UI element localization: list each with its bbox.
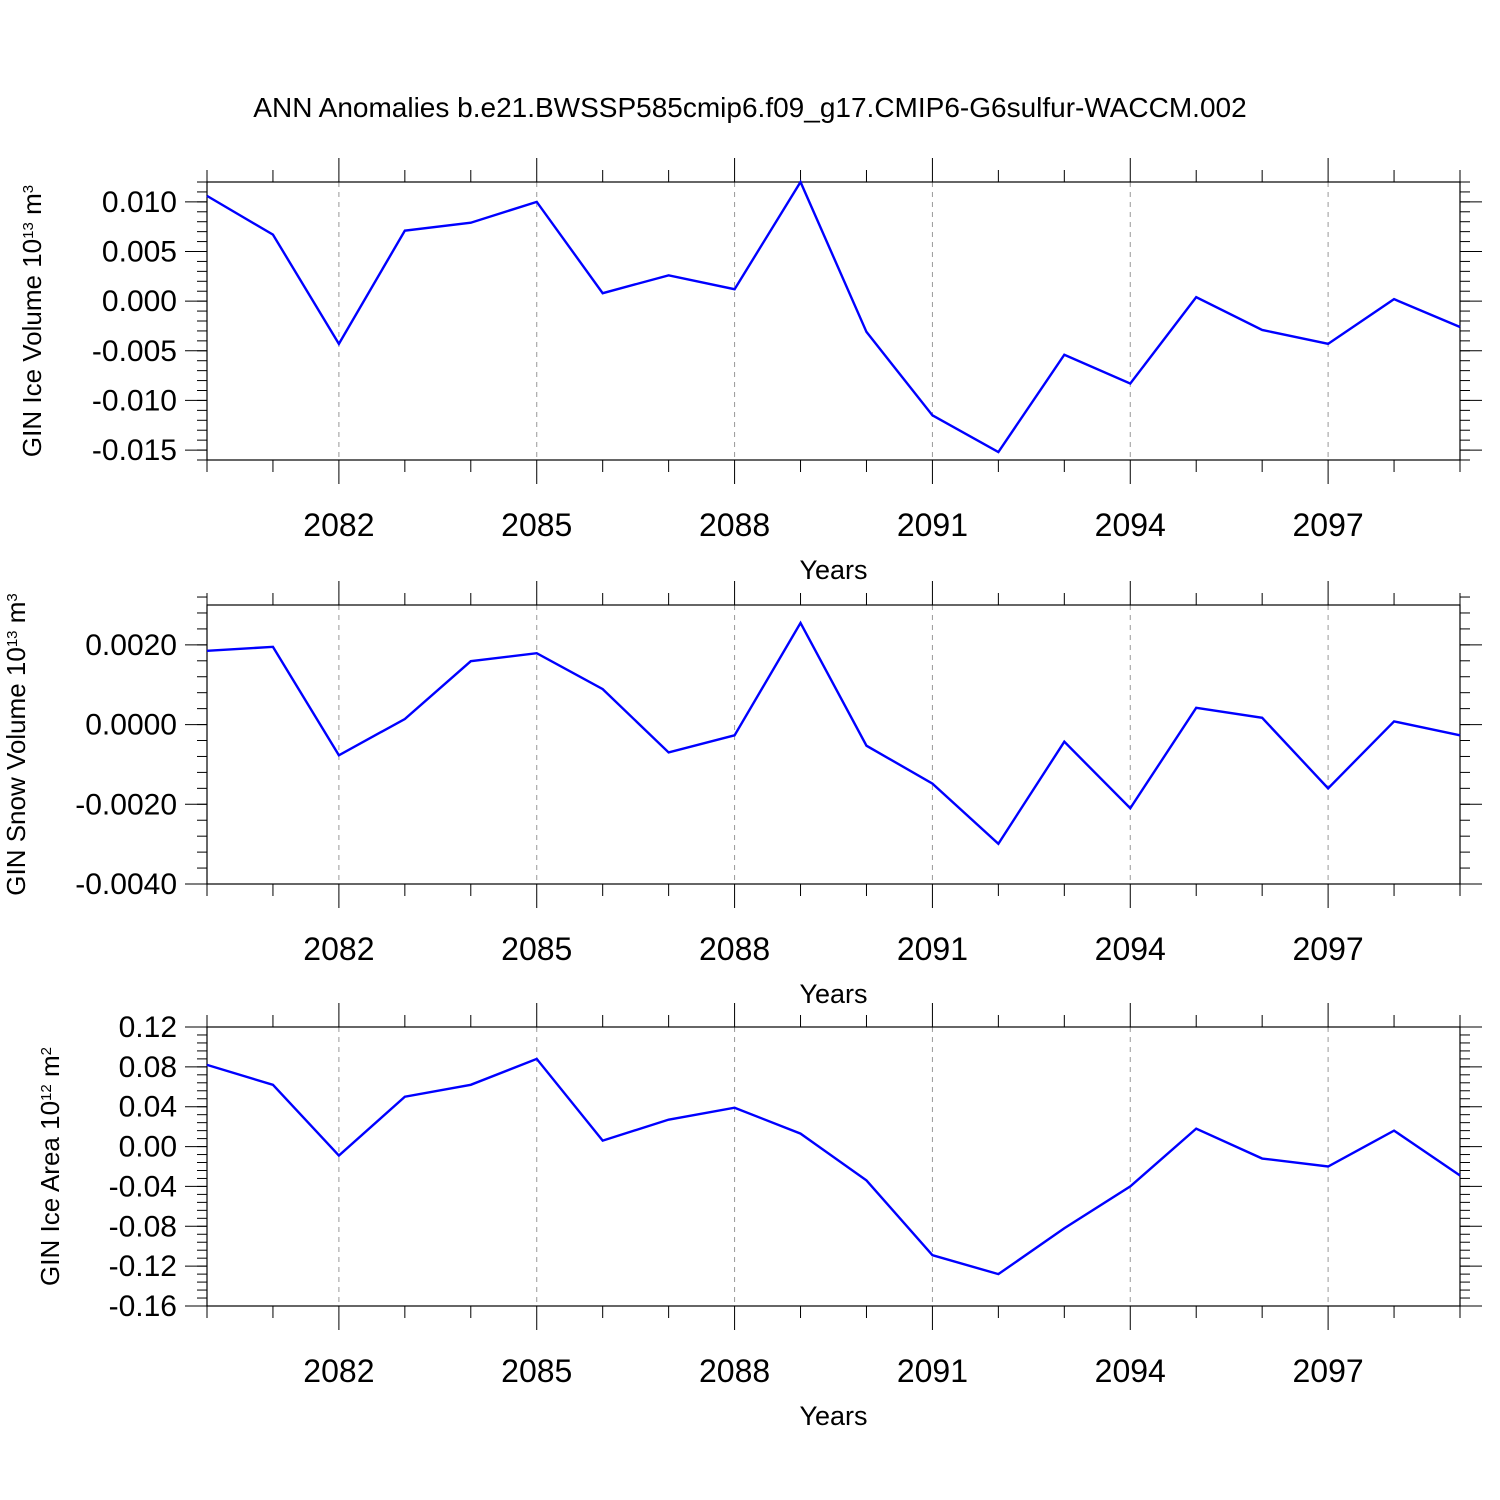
panel3-x-tick-label-4: 2094 — [1095, 1353, 1166, 1389]
panel1-x-tick-label-2: 2088 — [699, 507, 770, 543]
panel3-y-axis-label: GIN Ice Area 1012 m2 — [35, 1047, 65, 1286]
panel3-x-axis-label: Years — [799, 1401, 867, 1431]
panel3-x-tick-label-3: 2091 — [897, 1353, 968, 1389]
panel2-x-tick-label-5: 2097 — [1293, 931, 1364, 967]
panel1-plot-frame — [206, 181, 1461, 461]
panel3-y-tick-label-4: 0.00 — [119, 1131, 177, 1164]
panel2-x-axis-label: Years — [799, 979, 867, 1009]
panel3-x-tick-label-2: 2088 — [699, 1353, 770, 1389]
panel2-x-tick-label-0: 2082 — [303, 931, 374, 967]
panel1-y-axis-label: GIN Ice Volume 1013 m3 — [17, 185, 47, 457]
panel2-x-tick-label-4: 2094 — [1095, 931, 1166, 967]
panel2-x-tick-label-3: 2091 — [897, 931, 968, 967]
panel3-plot-frame — [206, 1026, 1461, 1307]
panel1-x-tick-label-4: 2094 — [1095, 507, 1166, 543]
panel2-y-tick-label-3: 0.0020 — [85, 629, 177, 662]
panel3-y-tick-label-1: -0.12 — [109, 1250, 177, 1283]
panel3-x-tick-label-1: 2085 — [501, 1353, 572, 1389]
panel2-y-tick-label-1: -0.0020 — [75, 788, 177, 821]
panel1-x-tick-label-1: 2085 — [501, 507, 572, 543]
panel1-x-tick-label-5: 2097 — [1293, 507, 1364, 543]
chart-title: ANN Anomalies b.e21.BWSSP585cmip6.f09_g1… — [253, 92, 1247, 123]
panel1-y-tick-label-1: -0.010 — [92, 384, 177, 417]
panel1-series-line — [206, 179, 1461, 454]
panel2-series-line — [206, 620, 1461, 846]
panel1-y-tick-label-2: -0.005 — [92, 335, 177, 368]
panel3-x-tick-label-5: 2097 — [1293, 1353, 1364, 1389]
panel1-y-tick-label-5: 0.010 — [102, 186, 177, 219]
panel3-y-tick-label-3: -0.04 — [109, 1170, 177, 1203]
panel3-series-line — [206, 1057, 1461, 1276]
panel1-x-tick-label-3: 2091 — [897, 507, 968, 543]
panel3-y-tick-label-0: -0.16 — [109, 1290, 177, 1323]
panel2-y-tick-label-0: -0.0040 — [75, 868, 177, 901]
panel3-y-tick-label-2: -0.08 — [109, 1210, 177, 1243]
panel2-y-axis-label: GIN Snow Volume 1013 m3 — [1, 593, 31, 896]
panel1-x-axis-label: Years — [799, 555, 867, 585]
panel3-y-tick-label-6: 0.08 — [119, 1051, 177, 1084]
panel1-y-tick-label-4: 0.005 — [102, 236, 177, 269]
panel3-y-tick-label-5: 0.04 — [119, 1091, 177, 1124]
panel3-x-tick-label-0: 2082 — [303, 1353, 374, 1389]
panel2-plot-frame — [206, 604, 1461, 885]
panel2-x-tick-label-2: 2088 — [699, 931, 770, 967]
panel1-y-tick-label-3: 0.000 — [102, 285, 177, 318]
panel2-x-tick-label-1: 2085 — [501, 931, 572, 967]
panel2-y-tick-label-2: 0.0000 — [85, 709, 177, 742]
panel3-y-tick-label-7: 0.12 — [119, 1011, 177, 1044]
panel1-y-tick-label-0: -0.015 — [92, 434, 177, 467]
panel1-x-tick-label-0: 2082 — [303, 507, 374, 543]
